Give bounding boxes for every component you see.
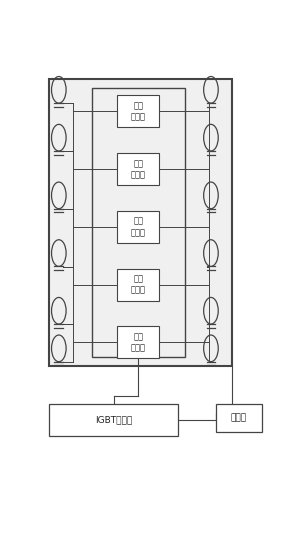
Text: IGBT调光器: IGBT调光器 bbox=[95, 416, 133, 425]
FancyBboxPatch shape bbox=[50, 79, 232, 366]
FancyBboxPatch shape bbox=[117, 269, 159, 301]
Text: 照度
传感器: 照度 传感器 bbox=[131, 332, 146, 352]
Text: 照度
传感器: 照度 传感器 bbox=[131, 275, 146, 295]
Text: 照度
传感器: 照度 传感器 bbox=[131, 159, 146, 179]
FancyBboxPatch shape bbox=[216, 404, 262, 432]
Text: 照度
传感器: 照度 传感器 bbox=[131, 102, 146, 122]
FancyBboxPatch shape bbox=[117, 326, 159, 359]
FancyBboxPatch shape bbox=[117, 153, 159, 185]
Text: 计算机: 计算机 bbox=[231, 413, 247, 422]
FancyBboxPatch shape bbox=[50, 404, 178, 436]
Text: 照度
传感器: 照度 传感器 bbox=[131, 217, 146, 237]
FancyBboxPatch shape bbox=[117, 95, 159, 128]
FancyBboxPatch shape bbox=[92, 88, 185, 357]
FancyBboxPatch shape bbox=[117, 211, 159, 243]
